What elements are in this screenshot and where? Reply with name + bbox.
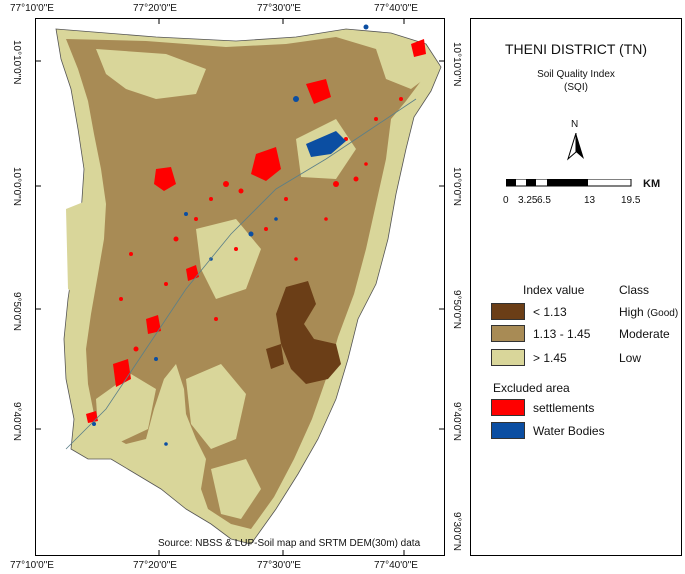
legend-class-high-name: High: [619, 305, 644, 319]
scale-label-0: 0: [503, 195, 509, 206]
subtitle-line-1: Soil Quality Index: [537, 69, 615, 80]
legend-header-value: Index value: [523, 283, 585, 297]
legend-range-low: > 1.45: [533, 351, 567, 365]
left-lat-label-3: 9°50'0"N: [11, 292, 22, 331]
high-zone: [276, 281, 341, 384]
north-arrow-icon: [567, 133, 584, 161]
legend-range-high: < 1.13: [533, 305, 567, 319]
scale-label-6-5: 6.5: [537, 195, 551, 206]
legend-range-moderate: 1.13 - 1.45: [533, 327, 591, 341]
left-lat-label-4: 9°40'0"N: [11, 402, 22, 441]
low-patch-northeast: [376, 49, 431, 89]
scale-label-3-25: 3.25: [518, 195, 538, 206]
swatch-moderate: [491, 325, 525, 342]
scale-unit: KM: [643, 178, 661, 190]
right-lat-label-5: 9°30'0"N: [451, 512, 462, 551]
legend-class-low: Low: [619, 351, 642, 365]
settlements-layer: [86, 39, 426, 423]
high-zone-small: [266, 344, 284, 369]
north-label: N: [571, 119, 579, 130]
water-bodies-layer: [92, 24, 369, 446]
right-lat-label-1: 10°10'0"N: [451, 42, 462, 87]
legend-class-high: High (Good): [619, 305, 678, 319]
right-lat-label-4: 9°40'0"N: [451, 402, 462, 441]
legend-settlements: settlements: [533, 401, 595, 415]
river-line: [65, 98, 417, 450]
legend-header-class: Class: [619, 283, 650, 297]
bottom-lon-label-4: 77°40'0"E: [374, 560, 418, 571]
scale-label-19-5: 19.5: [621, 195, 641, 206]
swatch-settlements: [491, 399, 525, 416]
legend-panel: THENI DISTRICT (TN) Soil Quality Index (…: [470, 18, 682, 556]
top-lon-label-3: 77°30'0"E: [257, 3, 301, 14]
top-lon-label-2: 77°20'0"E: [133, 3, 177, 14]
legend-class-high-note: (Good): [647, 308, 679, 319]
top-lon-label-1: 77°10'0"E: [10, 3, 54, 14]
map-title: THENI DISTRICT (TN): [504, 41, 648, 57]
left-lat-label-2: 10°0'0"N: [11, 167, 22, 206]
low-patch-south-bottom: [211, 459, 261, 519]
source-caption: Source: NBSS & LUP-Soil map and SRTM DEM…: [158, 538, 421, 549]
low-patch-north: [96, 49, 206, 99]
map-frame: [35, 18, 445, 556]
right-lat-label-3: 9°50'0"N: [451, 290, 462, 329]
low-patch-southwest: [96, 374, 156, 444]
scale-bar: [506, 179, 632, 187]
low-patch-west: [66, 199, 96, 299]
district-map: [36, 19, 444, 555]
swatch-high: [491, 303, 525, 320]
low-patch-center: [196, 219, 261, 299]
bottom-lon-label-2: 77°20'0"E: [133, 560, 177, 571]
bottom-lon-label-3: 77°30'0"E: [257, 560, 301, 571]
scale-label-13: 13: [584, 195, 596, 206]
low-patch-south: [186, 364, 246, 449]
right-lat-label-2: 10°0'0"N: [451, 167, 462, 206]
legend-water-bodies: Water Bodies: [533, 424, 605, 438]
legend-class-moderate: Moderate: [619, 327, 670, 341]
top-lon-label-4: 77°40'0"E: [374, 3, 418, 14]
swatch-water-bodies: [491, 422, 525, 439]
bottom-lon-label-1: 77°10'0"E: [10, 560, 54, 571]
swatch-low: [491, 349, 525, 366]
legend-excluded-title: Excluded area: [493, 381, 570, 395]
subtitle-line-2: (SQI): [564, 82, 588, 93]
left-lat-label-1: 10°10'0"N: [11, 40, 22, 85]
graticule-ticks: [36, 19, 444, 555]
